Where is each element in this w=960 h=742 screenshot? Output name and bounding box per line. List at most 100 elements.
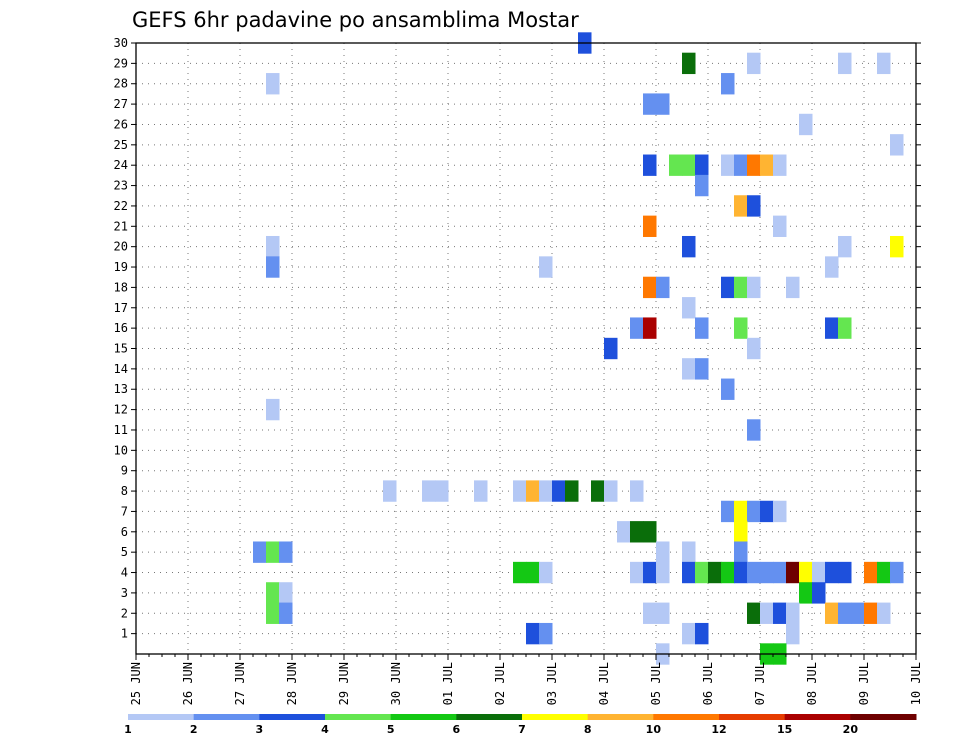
y-tick-label: 15 (114, 342, 128, 356)
precip-cell (747, 154, 761, 176)
precip-cell (747, 500, 761, 523)
precip-cell (630, 317, 644, 339)
precip-cell (851, 602, 865, 624)
precip-cell (721, 73, 735, 95)
x-tick-label: 07 JUL (753, 662, 767, 705)
precip-cell (630, 561, 644, 584)
data-cells (253, 32, 904, 665)
colorbar-label: 6 (453, 723, 461, 736)
colorbar-label: 15 (777, 723, 792, 736)
precip-cell (734, 317, 748, 339)
y-tick-label: 18 (114, 280, 128, 294)
colorbar-label: 8 (584, 723, 592, 736)
precip-cell (539, 480, 553, 502)
colorbar-swatch (390, 714, 457, 720)
x-tick-label: 08 JUL (805, 662, 819, 705)
precip-cell (604, 480, 618, 502)
precip-cell (695, 174, 709, 197)
precip-cell (513, 561, 527, 584)
x-tick-label: 05 JUL (649, 662, 663, 705)
x-tick-label: 02 JUL (493, 662, 507, 705)
colorbar-label: 2 (190, 723, 198, 736)
precip-cell (526, 480, 540, 502)
precip-cell (682, 154, 696, 176)
precip-cell (682, 541, 696, 563)
y-tick-label: 25 (114, 138, 128, 152)
precip-cell (539, 561, 553, 584)
precip-cell (890, 235, 904, 258)
colorbar-swatch (193, 714, 260, 720)
precip-cell (734, 276, 748, 299)
y-tick-label: 26 (114, 117, 128, 131)
precip-cell (682, 52, 696, 75)
precip-cell (812, 582, 826, 604)
precip-cell (760, 602, 774, 624)
colorbar-label: 20 (843, 723, 859, 736)
precip-cell (864, 602, 878, 624)
y-tick-label: 20 (114, 240, 128, 254)
precip-cell (656, 561, 670, 584)
precip-cell (747, 337, 761, 360)
precip-cell (890, 561, 904, 584)
precip-cell (773, 561, 787, 584)
precip-cell (266, 541, 280, 563)
y-tick-label: 11 (114, 423, 128, 437)
precip-cell (760, 154, 774, 176)
y-tick-label: 16 (114, 321, 128, 335)
precip-cell (630, 521, 644, 543)
x-tick-label: 06 JUL (701, 662, 715, 705)
precip-cell (734, 195, 748, 217)
y-tick-label: 24 (114, 158, 128, 172)
y-tick-label: 1 (121, 627, 128, 641)
precip-cell (838, 235, 852, 258)
y-tick-label: 28 (114, 77, 128, 91)
precip-cell (721, 561, 735, 584)
precip-cell (643, 93, 657, 115)
y-tick-label: 13 (114, 382, 128, 396)
x-tick-label: 29 JUN (337, 662, 351, 705)
colorbar-swatch (128, 714, 195, 720)
precip-cell (773, 154, 787, 176)
colorbar-swatch (456, 714, 523, 720)
precip-cell (747, 276, 761, 299)
y-tick-label: 14 (114, 362, 128, 376)
precip-cell (474, 480, 488, 502)
plot-frame (135, 42, 917, 655)
x-tick-label: 04 JUL (597, 662, 611, 705)
precip-cell (838, 317, 852, 339)
precip-cell (747, 52, 761, 75)
precip-cell (552, 480, 566, 502)
y-tick-label: 4 (121, 566, 128, 580)
precip-cell (253, 541, 267, 563)
precip-cell (721, 500, 735, 523)
colorbar-label: 1 (124, 723, 132, 736)
x-tick-label: 30 JUN (389, 662, 403, 705)
precip-cell (747, 561, 761, 584)
precip-cell (773, 500, 787, 523)
precip-cell (539, 622, 553, 645)
precip-cell (539, 256, 553, 278)
precip-cell (721, 154, 735, 176)
precip-cell (604, 337, 618, 360)
precip-cell (695, 317, 709, 339)
colorbar-label: 7 (518, 723, 526, 736)
y-tick-label: 9 (121, 464, 128, 478)
precip-cell (617, 521, 631, 543)
precip-cell (526, 561, 540, 584)
y-tick-label: 3 (121, 586, 128, 600)
precip-cell (760, 561, 774, 584)
precip-cell (682, 235, 696, 258)
y-tick-label: 7 (121, 504, 128, 518)
y-tick-label: 12 (114, 403, 128, 417)
precip-cell (643, 276, 657, 299)
x-tick-label: 25 JUN (129, 662, 143, 705)
y-tick-label: 10 (114, 443, 128, 457)
colorbar: 1 2 3 4 5 6 7 8 10 12 15 20 (124, 714, 917, 736)
precip-cell (656, 93, 670, 115)
x-tick-label: 27 JUN (233, 662, 247, 705)
precip-cell (643, 215, 657, 237)
y-tick-label: 23 (114, 179, 128, 193)
colorbar-label: 3 (256, 723, 264, 736)
chart-title: GEFS 6hr padavine po ansamblima Mostar (132, 8, 579, 32)
